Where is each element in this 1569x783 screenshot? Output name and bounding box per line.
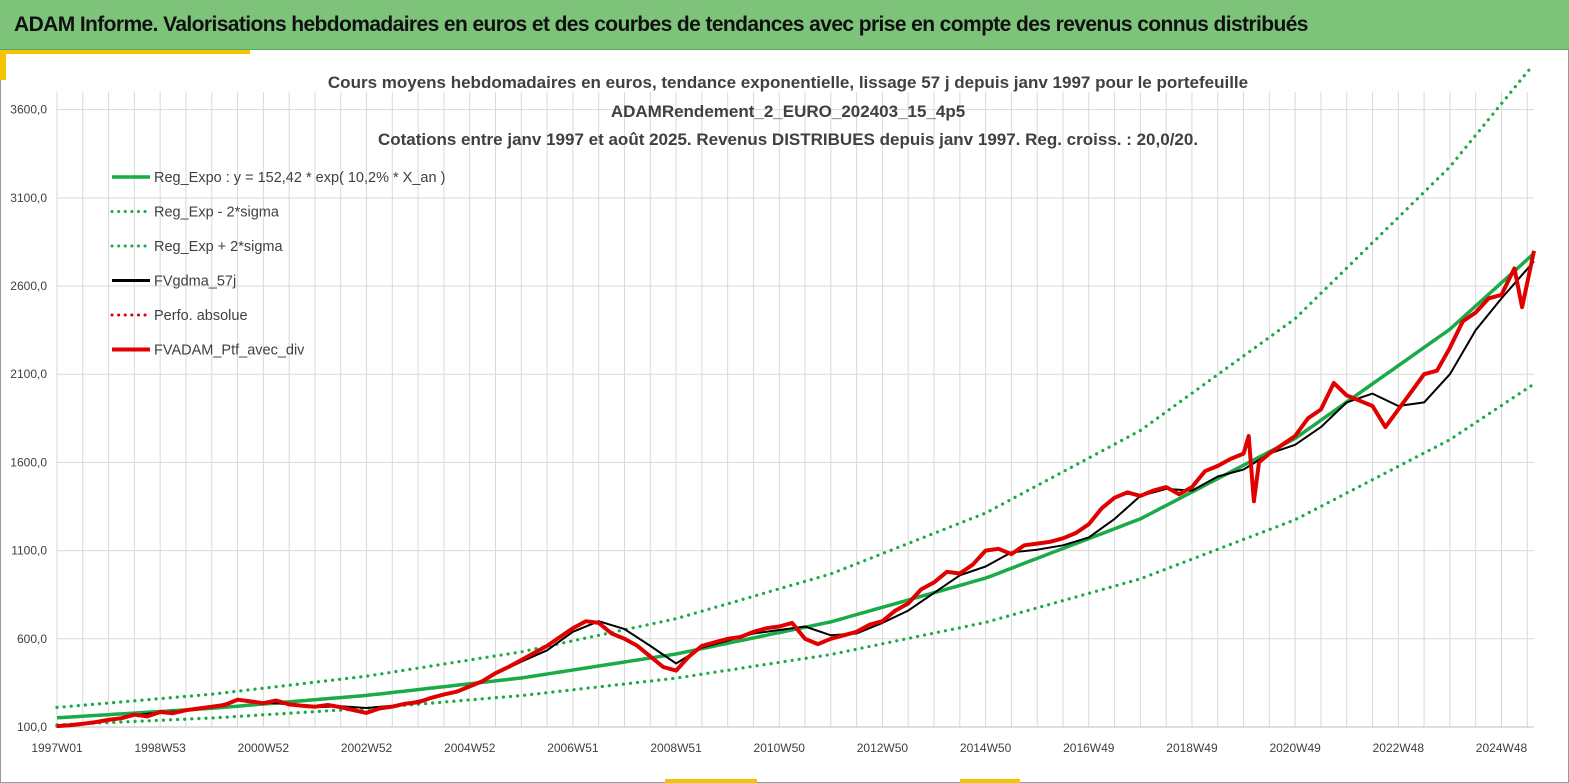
x-tick-label: 2012W50 <box>857 741 909 755</box>
accent-bar-bottom-1 <box>665 779 757 783</box>
y-tick-label: 1100,0 <box>11 544 47 558</box>
chart-title-line-1: Cours moyens hebdomadaires en euros, ten… <box>328 73 1248 92</box>
legend-label: FVgdma_57j <box>154 274 236 290</box>
chart-title: Cours moyens hebdomadaires en euros, ten… <box>328 73 1248 149</box>
x-tick-label: 2004W52 <box>444 741 496 755</box>
header-banner: ADAM Informe. Valorisations hebdomadaire… <box>0 0 1569 50</box>
legend-label: Reg_Expo : y = 152,42 * exp( 10,2% * X_a… <box>154 170 445 186</box>
banner-title: ADAM Informe. Valorisations hebdomadaire… <box>14 13 1308 36</box>
accent-bar-bottom-2 <box>960 779 1020 783</box>
x-tick-label: 2016W49 <box>1063 741 1115 755</box>
legend: Reg_Expo : y = 152,42 * exp( 10,2% * X_a… <box>110 170 445 359</box>
y-tick-label: 100,0 <box>17 720 47 734</box>
x-tick-label: 2024W48 <box>1476 741 1528 755</box>
x-tick-label: 2014W50 <box>960 741 1012 755</box>
x-tick-label: 1997W01 <box>31 741 83 755</box>
x-tick-label: 1998W53 <box>134 741 186 755</box>
legend-label: FVADAM_Ptf_avec_div <box>154 343 305 359</box>
x-tick-label: 2022W48 <box>1373 741 1425 755</box>
y-tick-label: 3100,0 <box>10 191 47 205</box>
legend-label: Reg_Exp - 2*sigma <box>154 205 280 221</box>
series-line-5 <box>56 250 1536 729</box>
x-tick-label: 2006W51 <box>547 741 599 755</box>
x-tick-label: 2018W49 <box>1166 741 1218 755</box>
legend-label: Perfo. absolue <box>154 308 248 324</box>
series-line-0 <box>56 253 1534 720</box>
series-line-1 <box>55 383 1535 727</box>
axes: 100,0 600,0 1100,0 1600,0 2100,0 2600,0 3100,0… <box>10 103 1534 755</box>
accent-bar-top <box>0 50 250 54</box>
legend-label: Reg_Exp + 2*sigma <box>154 239 283 255</box>
y-tick-label: 600,0 <box>17 632 47 646</box>
x-tick-label: 2008W51 <box>650 741 702 755</box>
series-line-4 <box>55 249 1536 728</box>
chart-title-line-2: ADAMRendement_2_EURO_202403_15_4p5 <box>611 102 965 121</box>
y-tick-label: 2100,0 <box>10 367 47 381</box>
series-line-2 <box>55 64 1535 709</box>
accent-bar-left <box>0 50 6 80</box>
y-tick-label: 2600,0 <box>10 279 47 293</box>
x-tick-label: 2000W52 <box>238 741 290 755</box>
x-tick-label: 2020W49 <box>1269 741 1321 755</box>
series-line-3 <box>56 260 1535 727</box>
x-tick-label: 2010W50 <box>754 741 806 755</box>
chart-title-line-3: Cotations entre janv 1997 et août 2025. … <box>378 130 1198 149</box>
series-lines <box>55 64 1536 729</box>
x-tick-label: 2002W52 <box>341 741 393 755</box>
grid-lines <box>56 92 1534 728</box>
y-tick-label: 3600,0 <box>10 103 47 117</box>
y-tick-label: 1600,0 <box>10 455 47 469</box>
